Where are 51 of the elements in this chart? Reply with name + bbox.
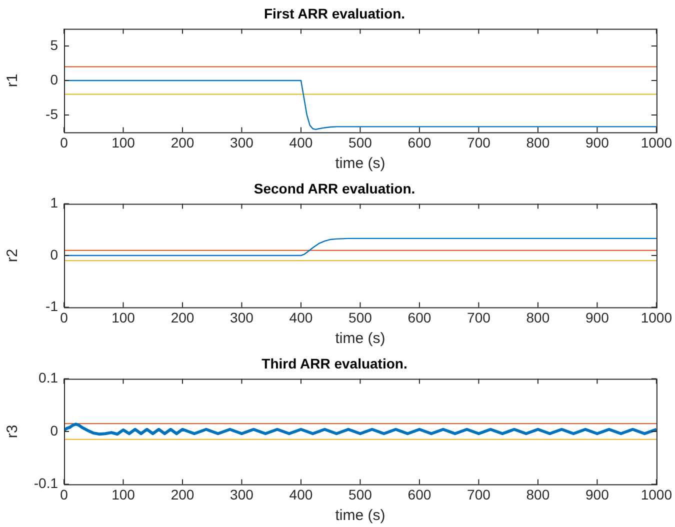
x-tick-label: 700 bbox=[467, 309, 491, 326]
x-tick-label: 0 bbox=[60, 134, 68, 150]
y-tick-label: -5 bbox=[46, 106, 58, 122]
x-tick-label: 200 bbox=[170, 134, 194, 150]
chart-title: Second ARR evaluation. bbox=[254, 180, 416, 196]
x-tick-label: 100 bbox=[112, 134, 136, 150]
x-tick-label: 1000 bbox=[640, 309, 672, 326]
x-axis-title: time (s) bbox=[335, 155, 386, 172]
x-tick-label: 500 bbox=[348, 309, 372, 326]
y-axis-title: r1 bbox=[4, 74, 22, 88]
x-tick-label: 500 bbox=[348, 134, 372, 150]
y-tick-label: 0 bbox=[50, 246, 58, 262]
y-tick-label: 0 bbox=[50, 71, 58, 88]
x-tick-label: 0 bbox=[60, 309, 68, 326]
x-tick-label: 800 bbox=[526, 134, 550, 150]
x-tick-label: 1000 bbox=[640, 486, 672, 502]
x-tick-label: 800 bbox=[526, 486, 550, 502]
x-tick-label: 500 bbox=[348, 486, 372, 502]
x-tick-label: 300 bbox=[230, 134, 254, 150]
y-tick-label: 0.1 bbox=[38, 370, 58, 386]
x-tick-label: 0 bbox=[60, 486, 68, 502]
x-tick-label: 400 bbox=[289, 309, 313, 326]
x-axis-title: time (s) bbox=[335, 330, 386, 348]
x-tick-label: 600 bbox=[408, 309, 432, 326]
x-tick-label: 900 bbox=[586, 486, 610, 502]
y-tick-label: -0.1 bbox=[34, 475, 58, 492]
x-tick-label: 800 bbox=[526, 309, 550, 326]
x-tick-label: 200 bbox=[170, 486, 194, 502]
y-tick-label: 0 bbox=[50, 422, 58, 438]
y-tick-label: 1 bbox=[50, 194, 58, 211]
x-tick-label: 700 bbox=[467, 486, 491, 502]
y-axis-title: r2 bbox=[4, 248, 22, 262]
x-tick-label: 1000 bbox=[640, 134, 672, 150]
y-tick-label: 5 bbox=[50, 36, 58, 53]
x-tick-label: 200 bbox=[170, 309, 194, 326]
x-tick-label: 400 bbox=[289, 134, 313, 150]
y-axis-title: r3 bbox=[4, 424, 22, 438]
x-tick-label: 100 bbox=[112, 486, 136, 502]
x-tick-label: 900 bbox=[586, 134, 610, 150]
x-tick-label: 300 bbox=[230, 309, 254, 326]
chart-title: Third ARR evaluation. bbox=[262, 355, 408, 372]
x-tick-label: 600 bbox=[408, 134, 432, 150]
x-tick-label: 100 bbox=[112, 309, 136, 326]
x-axis-title: time (s) bbox=[335, 507, 386, 524]
x-tick-label: 400 bbox=[289, 486, 313, 502]
x-tick-label: 700 bbox=[467, 134, 491, 150]
y-tick-label: -1 bbox=[46, 298, 58, 314]
x-tick-label: 900 bbox=[586, 309, 610, 326]
chart-title: First ARR evaluation. bbox=[264, 5, 406, 22]
x-tick-label: 600 bbox=[408, 486, 432, 502]
x-tick-label: 300 bbox=[230, 486, 254, 502]
